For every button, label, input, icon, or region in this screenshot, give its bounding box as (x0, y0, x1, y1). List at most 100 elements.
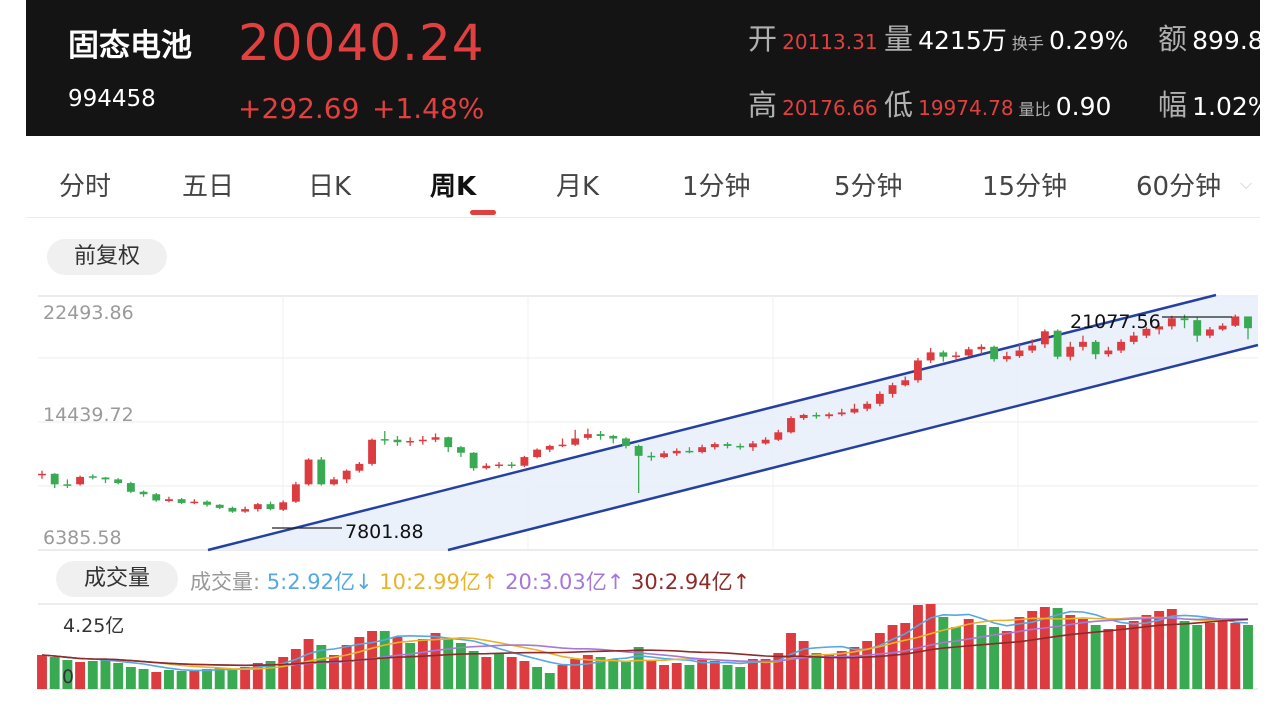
turnover-value: 0.29% (1048, 26, 1129, 55)
volume-bar (824, 655, 835, 689)
candle-body (825, 414, 834, 417)
candle-body (685, 450, 694, 453)
candle (710, 442, 719, 450)
volume-bar (544, 673, 555, 689)
candle-body (368, 439, 376, 464)
ma20-legend: 20:3.03亿↑ (505, 570, 625, 594)
candle-body (634, 445, 643, 456)
candle (1244, 316, 1252, 340)
candle-body (406, 440, 415, 443)
candle-body (748, 443, 757, 448)
candle (977, 344, 986, 355)
candle-body (139, 491, 148, 495)
price-change-percent: +1.48% (372, 92, 485, 125)
candle (990, 345, 999, 362)
volume-bar (37, 655, 47, 689)
candle-body (1231, 316, 1240, 326)
candle-body (964, 349, 973, 356)
volume-bar (113, 663, 124, 689)
candle (165, 496, 173, 503)
candle-body (63, 484, 72, 486)
quote-header: 固态电池 994458 20040.24 +292.69 +1.48% 开 20… (26, 0, 1260, 136)
candle (660, 450, 668, 459)
candle (622, 437, 630, 449)
high-label: 高 (748, 88, 778, 122)
candle-body (418, 439, 427, 442)
volume-bar (163, 670, 174, 689)
volume-bar (582, 655, 593, 689)
candle (787, 416, 795, 434)
candle (1117, 339, 1125, 353)
candle (926, 348, 935, 363)
turnover-label: 换手 (1011, 34, 1044, 53)
candle (1091, 339, 1100, 360)
candle-body (444, 437, 453, 448)
volume-bar (189, 670, 200, 689)
adjust-mode-button[interactable]: 前复权 (47, 239, 167, 275)
candle (482, 463, 491, 470)
candle-body (799, 414, 808, 419)
candle (1040, 329, 1049, 349)
volume-bar (87, 661, 98, 689)
candle-body (1015, 350, 1024, 357)
candle (761, 437, 770, 445)
volume-bar (1217, 619, 1228, 689)
volume-bar (1116, 625, 1127, 689)
candle-body (1091, 341, 1100, 355)
volume-bar (1014, 617, 1025, 689)
tab-5-minute[interactable]: 5分钟 (834, 172, 903, 202)
price-axis-bottom: 6385.58 (43, 527, 122, 549)
tab-daily-k[interactable]: 日K (308, 172, 352, 202)
candle-body (266, 504, 275, 510)
channel-lower-line (447, 343, 1259, 552)
volume-bar (367, 631, 378, 689)
candle (279, 500, 288, 511)
volume-bar (1065, 615, 1076, 689)
candle (1193, 317, 1202, 342)
volume-bar (735, 667, 746, 689)
volume-bar (532, 667, 543, 689)
candle (342, 469, 351, 484)
volume-bar (1230, 623, 1241, 689)
tab-1-minute[interactable]: 1分钟 (682, 172, 751, 202)
candle-body (837, 412, 846, 415)
tab-15-minute[interactable]: 15分钟 (982, 172, 1068, 202)
price-change: +292.69 (238, 92, 360, 125)
volume-bar (836, 651, 847, 689)
candle-body (380, 439, 389, 441)
volume-bar (290, 649, 301, 689)
candle (723, 442, 732, 449)
tab-weekly-k[interactable]: 周K (430, 172, 477, 202)
candle-body (660, 453, 668, 458)
candle (317, 457, 326, 486)
candle-body (710, 444, 719, 448)
volume-bar (1090, 625, 1101, 689)
amount-value: 899.8 (1192, 26, 1260, 55)
tab-monthly-k[interactable]: 月K (556, 172, 600, 202)
volume-ratio-value: 0.90 (1055, 92, 1112, 121)
tab-five-day[interactable]: 五日 (182, 172, 235, 202)
volume-bar (1154, 611, 1165, 689)
tab-60-minute[interactable]: 60分钟 (1136, 172, 1222, 202)
volume-bar (608, 659, 619, 689)
candle (545, 444, 554, 453)
candle (228, 506, 237, 513)
volume-indicator-button[interactable]: 成交量 (56, 561, 178, 597)
volume-bar (341, 645, 352, 689)
volume-bar (659, 665, 669, 689)
tab-intraday[interactable]: 分时 (59, 172, 112, 202)
candle-body (279, 502, 288, 510)
chevron-down-icon[interactable]: ⌵ (1240, 174, 1253, 193)
candle (1231, 314, 1240, 327)
volume-bar (443, 639, 454, 689)
candle-body (1104, 350, 1113, 355)
volume-bar (481, 657, 492, 689)
volume-bar (49, 657, 60, 689)
volume-ma-legend: 成交量: 5:2.92亿↓ 10:2.99亿↑ 20:3.03亿↑ 30:2.9… (190, 566, 750, 596)
candle-body (203, 501, 211, 505)
volume-bar (951, 627, 961, 689)
volume-axis-zero: 0 (62, 666, 75, 688)
candle-body (736, 445, 745, 448)
high-stat: 高 20176.66 (748, 82, 878, 124)
